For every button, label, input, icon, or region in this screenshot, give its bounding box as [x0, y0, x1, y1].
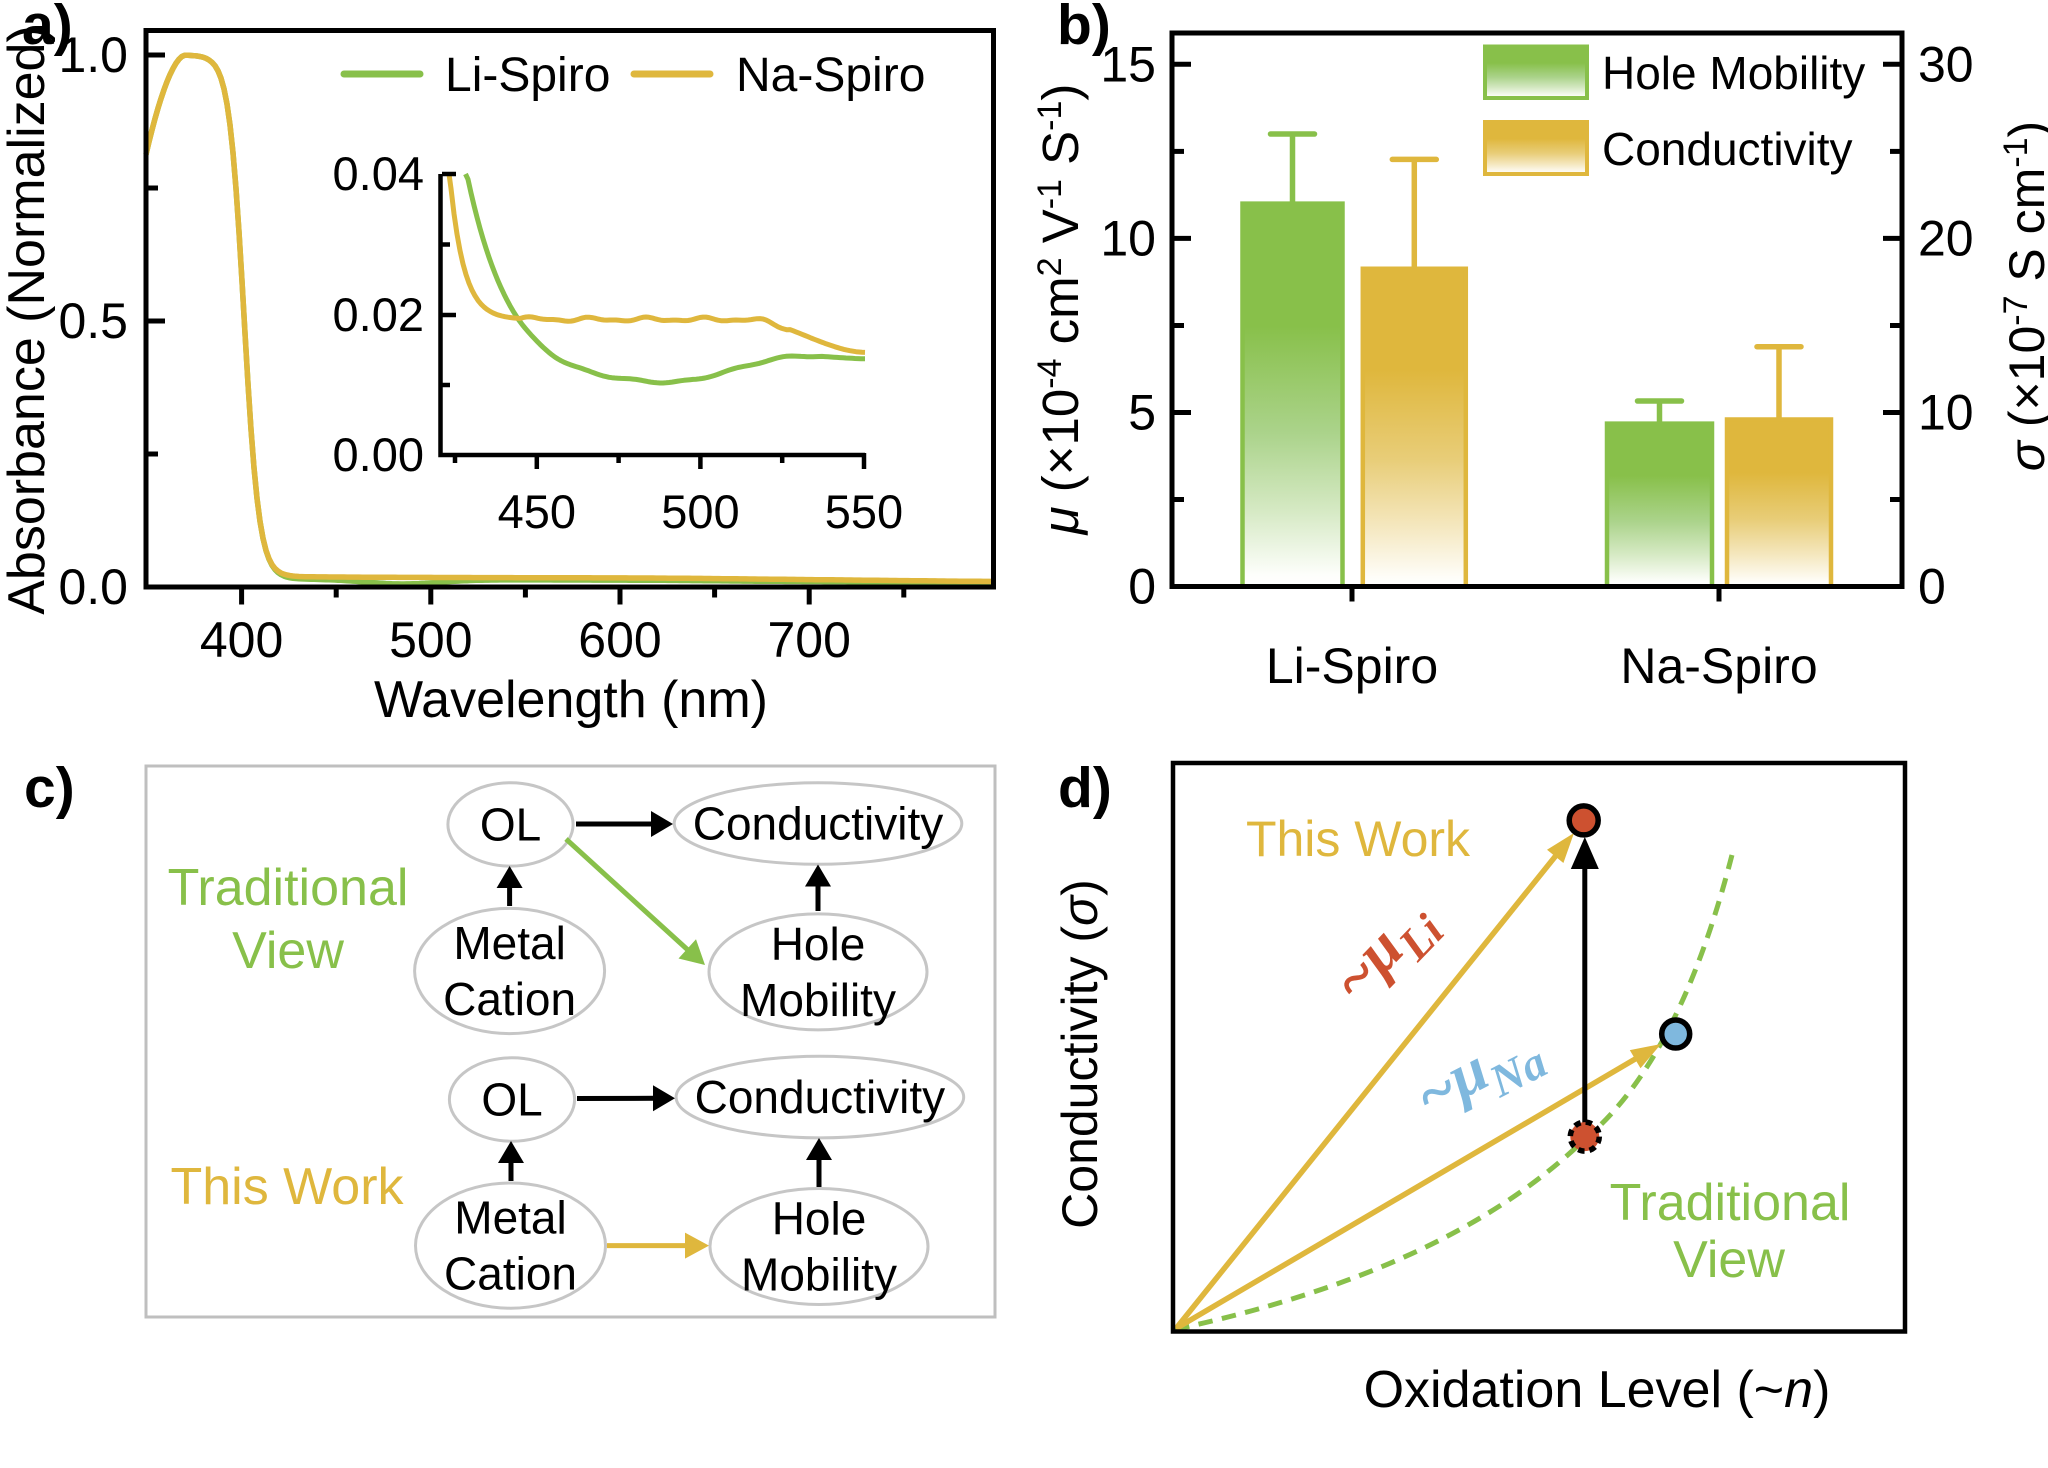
svg-text:30: 30 — [1918, 36, 1974, 92]
svg-text:550: 550 — [825, 485, 903, 538]
svg-text:Li-Spiro: Li-Spiro — [1266, 638, 1438, 694]
svg-text:Cation: Cation — [443, 973, 576, 1025]
svg-text:5: 5 — [1128, 385, 1156, 441]
svg-text:600: 600 — [578, 612, 661, 668]
svg-text:Oxidation Level (~n): Oxidation Level (~n) — [1364, 1361, 1831, 1419]
svg-text:400: 400 — [200, 612, 283, 668]
svg-text:Cation: Cation — [444, 1248, 577, 1300]
svg-text:500: 500 — [661, 485, 739, 538]
svg-text:Conductivity: Conductivity — [695, 1071, 946, 1123]
svg-text:Mobility: Mobility — [741, 1249, 897, 1301]
svg-text:This Work: This Work — [1246, 811, 1471, 867]
svg-text:450: 450 — [498, 485, 576, 538]
svg-text:Hole: Hole — [772, 1193, 867, 1245]
svg-text:0.04: 0.04 — [333, 147, 424, 200]
svg-text:Na-Spiro: Na-Spiro — [736, 49, 925, 102]
svg-text:Metal: Metal — [453, 917, 565, 969]
svg-text:Hole: Hole — [771, 918, 866, 970]
svg-text:d): d) — [1058, 756, 1112, 820]
svg-text:Na-Spiro: Na-Spiro — [1620, 638, 1817, 694]
svg-text:Mobility: Mobility — [740, 974, 896, 1026]
svg-text:0: 0 — [1128, 559, 1156, 615]
svg-text:Wavelength (nm): Wavelength (nm) — [374, 671, 768, 729]
svg-text:View: View — [1673, 1231, 1785, 1289]
svg-text:σ (×10-7​ S cm-1​): σ (×10-7​ S cm-1​) — [1997, 121, 2048, 471]
svg-text:0.02: 0.02 — [333, 288, 424, 341]
svg-text:μ (×10-4​ cm2​ V-1​ S-1​): μ (×10-4​ cm2​ V-1​ S-1​) — [1031, 84, 1089, 537]
svg-text:20: 20 — [1918, 210, 1974, 266]
svg-text:0.0: 0.0 — [58, 559, 128, 615]
svg-text:Metal: Metal — [454, 1192, 566, 1244]
svg-text:Traditional: Traditional — [168, 859, 409, 917]
svg-text:Conductivity (σ): Conductivity (σ) — [1052, 879, 1108, 1229]
svg-text:c): c) — [24, 756, 75, 820]
svg-text:10: 10 — [1918, 385, 1974, 441]
svg-text:0: 0 — [1918, 559, 1946, 615]
svg-text:500: 500 — [389, 612, 472, 668]
svg-text:Absorbance (Normalized): Absorbance (Normalized) — [0, 25, 56, 615]
svg-text:Conductivity: Conductivity — [1602, 123, 1853, 175]
svg-text:Conductivity: Conductivity — [693, 798, 944, 850]
svg-text:700: 700 — [767, 612, 850, 668]
svg-text:0.5: 0.5 — [58, 293, 128, 349]
svg-text:OL: OL — [480, 798, 541, 850]
svg-text:10: 10 — [1100, 210, 1156, 266]
svg-text:Li-Spiro: Li-Spiro — [445, 49, 610, 102]
svg-text:OL: OL — [481, 1074, 542, 1126]
svg-text:Hole Mobility: Hole Mobility — [1602, 47, 1865, 99]
svg-text:View: View — [232, 922, 344, 980]
svg-text:b): b) — [1057, 0, 1111, 57]
svg-text:a): a) — [22, 0, 73, 57]
svg-text:This Work: This Work — [170, 1158, 404, 1216]
svg-text:Traditional: Traditional — [1610, 1174, 1851, 1232]
svg-text:0.00: 0.00 — [333, 428, 424, 481]
